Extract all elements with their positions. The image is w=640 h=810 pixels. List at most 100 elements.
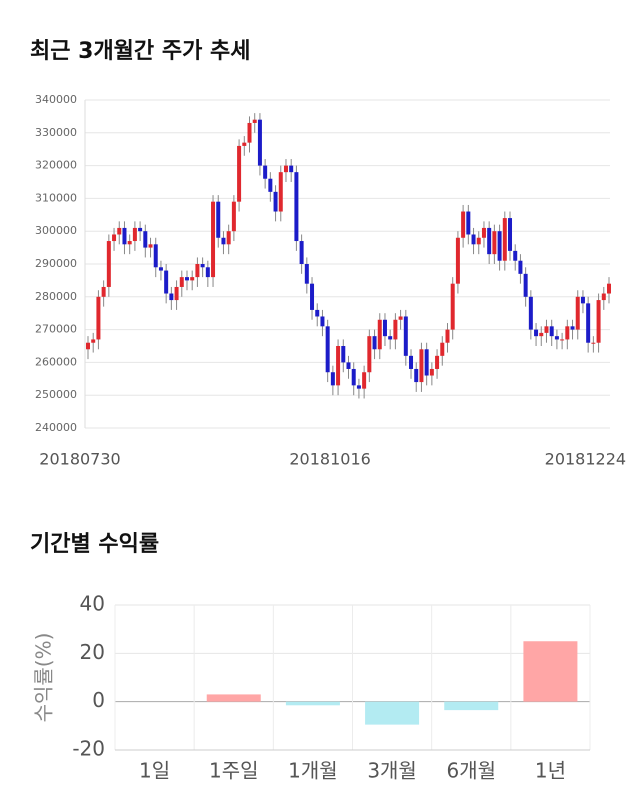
candle-body (216, 201, 221, 238)
candle-body (263, 165, 268, 179)
candle-body (377, 319, 382, 350)
candle-body (445, 329, 450, 343)
candle-body (86, 342, 90, 350)
candle-body (101, 286, 106, 297)
candle-body (341, 346, 346, 363)
candle-body (174, 286, 179, 301)
candle-body (549, 326, 554, 337)
candle-body (158, 267, 163, 271)
candle-body (179, 277, 184, 287)
candle-body (143, 231, 148, 248)
candle-body (325, 326, 330, 373)
y-tick-label: 300000 (35, 224, 77, 237)
candle-body (403, 316, 408, 356)
x-tick-label: 1일 (139, 759, 170, 783)
candle-body (195, 264, 200, 278)
candle-body (247, 122, 252, 143)
chart-title: 기간별 수익률 (30, 532, 159, 557)
candle-body (200, 264, 205, 268)
candle-body (299, 241, 304, 264)
y-tick-label: 20 (80, 640, 105, 664)
candle-body (508, 218, 513, 251)
x-tick-label: 20180730 (39, 450, 120, 469)
candle-body (591, 342, 596, 344)
candle-body (528, 296, 533, 330)
candle-body (367, 336, 372, 373)
candle-body (544, 326, 549, 333)
x-tick-label: 6개월 (446, 759, 496, 783)
candle-body (289, 165, 294, 173)
candle-body (570, 326, 575, 330)
candle-body (294, 172, 299, 242)
bar (365, 701, 420, 725)
candle-body (351, 368, 356, 386)
candle-body (580, 296, 585, 304)
candle-body (492, 231, 497, 255)
y-tick-label: 330000 (35, 126, 77, 139)
y-tick-label: -20 (72, 737, 105, 761)
candle-body (596, 300, 601, 343)
candle-body (398, 316, 403, 320)
candle-body (138, 227, 143, 232)
candle-body (304, 264, 309, 284)
candle-body (127, 241, 132, 245)
candle-body (96, 296, 101, 340)
y-tick-label: 320000 (35, 159, 77, 172)
candle-body (169, 293, 174, 301)
candle-body (435, 355, 440, 369)
y-tick-label: 0 (92, 688, 105, 712)
candle-body (575, 296, 580, 330)
x-tick-label: 20181016 (289, 450, 370, 469)
x-tick-label: 3개월 (367, 759, 417, 783)
candle-body (372, 336, 377, 350)
candle-body (393, 319, 398, 340)
x-tick-label: 1년 (535, 759, 566, 783)
y-tick-label: 240000 (35, 421, 77, 434)
candle-body (419, 349, 424, 383)
candle-body (242, 142, 247, 146)
candle-body (481, 227, 486, 238)
candle-body (523, 273, 528, 297)
candle-body (429, 368, 434, 376)
candle-body (560, 339, 565, 341)
candle-body (607, 283, 611, 294)
candle-body (268, 178, 273, 192)
candle-body (190, 277, 195, 281)
chart-title: 최근 3개월간 주가 추세 (30, 39, 250, 64)
candle-body (320, 316, 325, 327)
bar (444, 701, 499, 711)
x-tick-label: 20181224 (545, 450, 626, 469)
candle-body (273, 191, 278, 212)
candle-body (221, 237, 226, 245)
candle-body (211, 201, 216, 278)
bar (206, 694, 261, 702)
candle-body (148, 244, 153, 248)
y-tick-label: 270000 (35, 323, 77, 336)
candle-body (461, 211, 466, 238)
candle-body (539, 332, 544, 337)
candle-body (382, 319, 387, 337)
y-tick-label: 310000 (35, 191, 77, 204)
candle-body (237, 145, 242, 202)
y-tick-label: 290000 (35, 257, 77, 270)
bar (285, 701, 340, 706)
candle-body (362, 372, 367, 389)
candle-body (455, 237, 460, 284)
candle-body (440, 342, 445, 356)
candle-body (497, 231, 502, 261)
candle-body (122, 227, 127, 245)
candle-body (518, 260, 523, 274)
candle-body (414, 368, 419, 383)
candle-body (336, 346, 341, 386)
candle-body (586, 303, 591, 343)
candle-body (502, 218, 507, 261)
candle-body (205, 267, 210, 278)
candle-body (117, 227, 122, 235)
candle-body (534, 329, 539, 337)
y-tick-label: 280000 (35, 290, 77, 303)
candle-body (257, 119, 262, 166)
candle-body (132, 227, 137, 242)
x-tick-label: 1개월 (288, 759, 338, 783)
